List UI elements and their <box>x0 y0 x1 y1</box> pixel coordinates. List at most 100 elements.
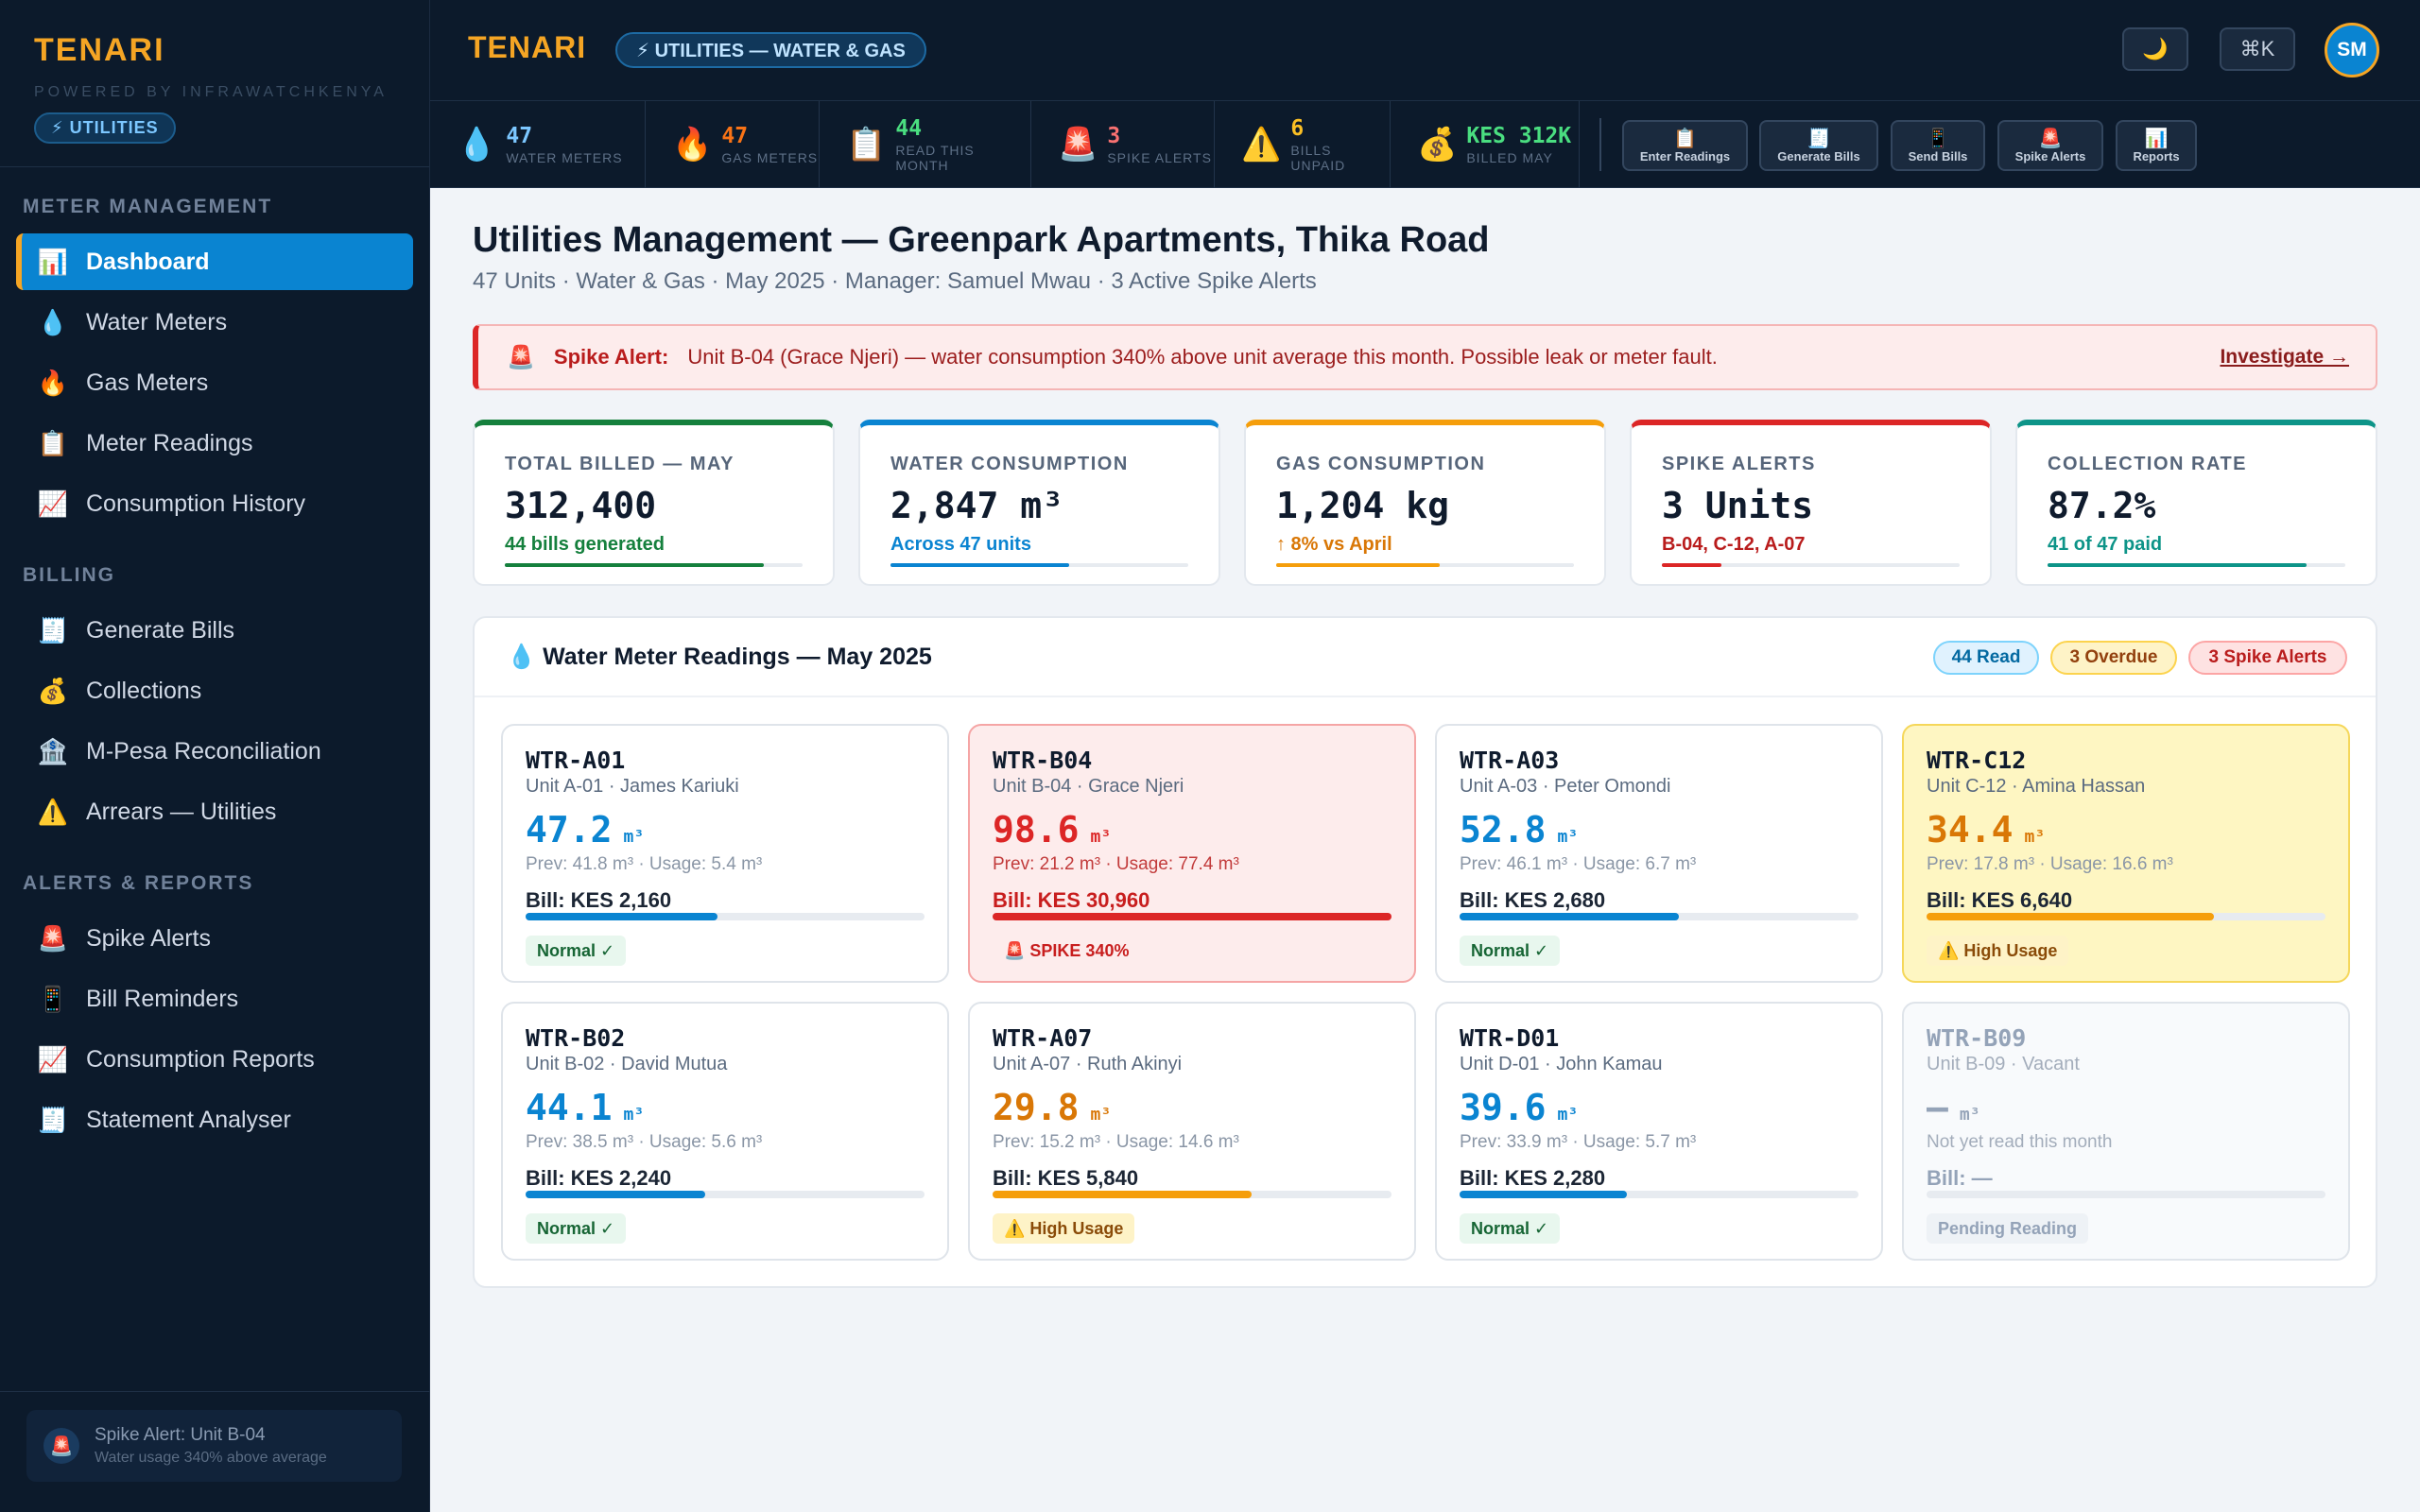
sidebar-item-dashboard[interactable]: 📊 Dashboard <box>16 233 413 290</box>
page-title: Utilities Management — Greenpark Apartme… <box>473 220 1490 260</box>
arrears-utilities-icon: ⚠️ <box>37 797 69 826</box>
stat-value: 6 <box>1290 116 1305 141</box>
meter-usage-detail: Prev: 33.9 m³ · Usage: 5.7 m³ <box>1460 1132 1697 1152</box>
sidebar-item-consumption-reports[interactable]: 📈 Consumption Reports <box>16 1031 413 1088</box>
sidebar-item-label: Meter Readings <box>86 429 253 456</box>
dashboard-icon: 📊 <box>37 247 69 276</box>
siren-icon: 🚨 <box>507 344 535 370</box>
meter-usage-detail: Prev: 38.5 m³ · Usage: 5.6 m³ <box>526 1132 763 1152</box>
reading-value: 52.8 <box>1460 809 1547 850</box>
usage-progress-fill <box>1460 1191 1628 1198</box>
stat-read-this-month: 📋 44 READ THIS MONTH <box>820 101 1031 188</box>
m-pesa-reconciliation-icon: 🏦 <box>37 736 69 765</box>
nav-section-title: BILLING <box>23 564 115 586</box>
kpi-progress-bar <box>505 563 803 567</box>
water-meters-icon: 💧 <box>457 127 497 163</box>
kpi-progress-bar <box>2048 563 2345 567</box>
sidebar-item-bill-reminders[interactable]: 📱 Bill Reminders <box>16 971 413 1027</box>
meter-bill: Bill: KES 5,840 <box>993 1166 1139 1190</box>
sidebar-item-spike-alerts[interactable]: 🚨 Spike Alerts <box>16 910 413 967</box>
meter-card-wtr-c12[interactable]: WTR-C12 Unit C-12 · Amina Hassan 34.4 m³ Pre… <box>1902 724 2350 983</box>
kpi-label: WATER CONSUMPTION <box>890 454 1129 474</box>
sidebar-item-label: Bill Reminders <box>86 985 239 1012</box>
investigate-link[interactable]: Investigate → <box>2220 346 2349 368</box>
status-chip-3-spike-alerts[interactable]: 3 Spike Alerts <box>2188 641 2347 675</box>
usage-progress-bar <box>1460 913 1858 920</box>
meter-card-wtr-a01[interactable]: WTR-A01 Unit A-01 · James Kariuki 47.2 m³ Pr… <box>501 724 949 983</box>
kpi-progress-fill <box>505 563 765 567</box>
bills-unpaid-icon: ⚠️ <box>1241 127 1282 163</box>
user-avatar[interactable]: SM <box>2325 23 2379 77</box>
kpi-progress-bar <box>1662 563 1960 567</box>
meter-unit-tenant: Unit B-09 · Vacant <box>1927 1054 2080 1074</box>
stat-label: BILLS UNPAID <box>1290 143 1346 173</box>
reading-unit: m³ <box>1090 827 1112 847</box>
kpi-label: SPIKE ALERTS <box>1662 454 1816 474</box>
stat-billed-may: 💰 KES 312K BILLED MAY <box>1391 101 1580 188</box>
sidebar-item-collections[interactable]: 💰 Collections <box>16 662 413 719</box>
sidebar-spike-alert[interactable]: 🚨 Spike Alert: Unit B-04 Water usage 340… <box>26 1410 402 1482</box>
meter-bill: Bill: KES 6,640 <box>1927 888 2073 912</box>
reading-unit: m³ <box>1557 1105 1579 1125</box>
sidebar-item-m-pesa-reconciliation[interactable]: 🏦 M-Pesa Reconciliation <box>16 723 413 780</box>
stat-text: 47 WATER METERS <box>506 124 622 165</box>
sidebar-item-label: Collections <box>86 677 202 704</box>
send-bills-button[interactable]: 📱 Send Bills <box>1891 120 1985 171</box>
reading-value: 29.8 <box>993 1087 1080 1128</box>
meter-card-wtr-d01[interactable]: WTR-D01 Unit D-01 · John Kamau 39.6 m³ Prev:… <box>1435 1002 1883 1261</box>
usage-progress-fill <box>993 1191 1253 1198</box>
meter-card-wtr-a07[interactable]: WTR-A07 Unit A-07 · Ruth Akinyi 29.8 m³ Prev… <box>968 1002 1416 1261</box>
meter-readings-icon: 📋 <box>37 428 69 457</box>
kpi-subtext: 44 bills generated <box>505 534 665 555</box>
sidebar-item-statement-analyser[interactable]: 🧾 Statement Analyser <box>16 1091 413 1148</box>
meter-unit-tenant: Unit C-12 · Amina Hassan <box>1927 776 2146 797</box>
reading-value: 47.2 <box>526 809 613 850</box>
meter-card-wtr-b09[interactable]: WTR-B09 Unit B-09 · Vacant — m³ Not yet read… <box>1902 1002 2350 1261</box>
meter-usage-detail: Not yet read this month <box>1927 1132 2113 1152</box>
sidebar-item-arrears-utilities[interactable]: ⚠️ Arrears — Utilities <box>16 783 413 840</box>
sidebar-item-generate-bills[interactable]: 🧾 Generate Bills <box>16 602 413 659</box>
meter-bill: Bill: KES 2,680 <box>1460 888 1606 912</box>
meter-id: WTR-A03 <box>1460 747 1560 774</box>
meter-reading: — m³ <box>1927 1087 2325 1128</box>
stat-value: 47 <box>506 124 533 148</box>
meter-id: WTR-A07 <box>993 1024 1093 1052</box>
generate-bills-button[interactable]: 🧾 Generate Bills <box>1759 120 1878 171</box>
command-palette-button[interactable]: ⌘K <box>2220 27 2295 71</box>
kpi-progress-fill <box>1276 563 1441 567</box>
consumption-reports-icon: 📈 <box>37 1044 69 1074</box>
sidebar: TENARI POWERED BY INFRAWATCHKENYA ⚡ UTIL… <box>0 0 430 1512</box>
sidebar-item-gas-meters[interactable]: 🔥 Gas Meters <box>16 354 413 411</box>
nav-section-title: METER MANAGEMENT <box>23 196 273 217</box>
bill-reminders-icon: 📱 <box>37 984 69 1013</box>
meter-card-wtr-b02[interactable]: WTR-B02 Unit B-02 · David Mutua 44.1 m³ Prev… <box>501 1002 949 1261</box>
nav-section-title: ALERTS & REPORTS <box>23 872 254 894</box>
sidebar-item-meter-readings[interactable]: 📋 Meter Readings <box>16 415 413 472</box>
sidebar-item-consumption-history[interactable]: 📈 Consumption History <box>16 475 413 532</box>
stat-gas-meters: 🔥 47 GAS METERS <box>646 101 820 188</box>
stat-text: 47 GAS METERS <box>721 124 818 165</box>
topbar-brand[interactable]: TENARI <box>468 30 587 64</box>
reports-button[interactable]: 📊 Reports <box>2116 120 2197 171</box>
spike-alerts-button[interactable]: 🚨 Spike Alerts <box>1997 120 2103 171</box>
meter-bill: Bill: KES 2,160 <box>526 888 672 912</box>
sidebar-item-label: Water Meters <box>86 308 228 335</box>
meter-card-wtr-b04[interactable]: WTR-B04 Unit B-04 · Grace Njeri 98.6 m³ Prev… <box>968 724 1416 983</box>
kpi-subtext: B-04, C-12, A-07 <box>1662 534 1806 555</box>
enter-readings-button[interactable]: 📋 Enter Readings <box>1622 120 1748 171</box>
siren-icon: 🚨 <box>43 1428 79 1464</box>
meter-status-badge: 🚨 SPIKE 340% <box>993 936 1141 966</box>
sidebar-item-label: Dashboard <box>86 248 210 275</box>
meter-unit-tenant: Unit A-01 · James Kariuki <box>526 776 739 797</box>
status-chip-3-overdue[interactable]: 3 Overdue <box>2050 641 2177 675</box>
stat-value: KES 312K <box>1466 124 1572 148</box>
status-chip-44-read[interactable]: 44 Read <box>1933 641 2039 675</box>
usage-progress-bar <box>526 1191 925 1198</box>
sidebar-item-water-meters[interactable]: 💧 Water Meters <box>16 294 413 351</box>
meter-card-wtr-a03[interactable]: WTR-A03 Unit A-03 · Peter Omondi 52.8 m³ Pre… <box>1435 724 1883 983</box>
kpi-card-total-billed-may: TOTAL BILLED — MAY 312,400 44 bills genera… <box>473 420 835 586</box>
theme-toggle-button[interactable]: 🌙 <box>2122 27 2188 71</box>
kpi-subtext: 41 of 47 paid <box>2048 534 2163 555</box>
brand-logo[interactable]: TENARI <box>34 32 165 68</box>
stat-label: WATER METERS <box>506 150 623 165</box>
